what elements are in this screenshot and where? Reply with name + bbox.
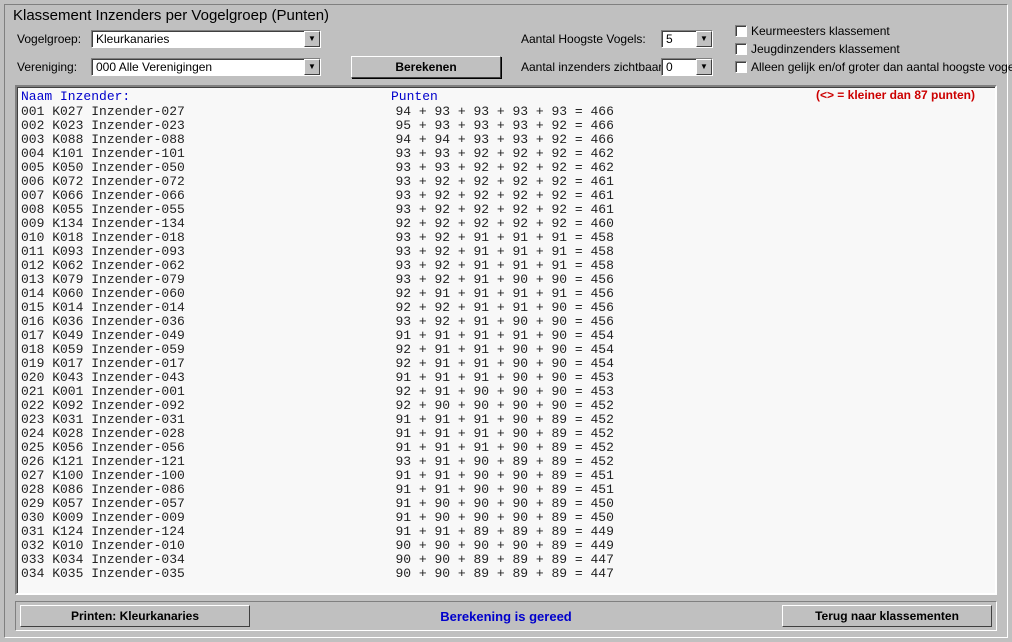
table-row[interactable]: 012 K062 Inzender-062 93 + 92 + 91 + 91 … — [17, 259, 995, 273]
main-panel: Klassement Inzenders per Vogelgroep (Pun… — [4, 4, 1008, 638]
header-naam: Naam Inzender: — [21, 89, 391, 104]
table-row[interactable]: 024 K028 Inzender-028 91 + 91 + 91 + 90 … — [17, 427, 995, 441]
table-row[interactable]: 016 K036 Inzender-036 93 + 92 + 91 + 90 … — [17, 315, 995, 329]
checkbox-icon — [735, 25, 747, 37]
aantal-zichtbaar-combo[interactable]: 0 ▼ — [661, 58, 713, 76]
table-row[interactable]: 033 K034 Inzender-034 90 + 90 + 89 + 89 … — [17, 553, 995, 567]
berekenen-label: Berekenen — [395, 60, 456, 74]
table-row[interactable]: 026 K121 Inzender-121 93 + 91 + 90 + 89 … — [17, 455, 995, 469]
chevron-down-icon[interactable]: ▼ — [304, 59, 320, 75]
aantal-zichtbaar-value: 0 — [662, 60, 696, 74]
table-row[interactable]: 010 K018 Inzender-018 93 + 92 + 91 + 91 … — [17, 231, 995, 245]
keurmeesters-label: Keurmeesters klassement — [751, 24, 890, 38]
aantal-hoogste-label: Aantal Hoogste Vogels: — [521, 32, 646, 46]
table-row[interactable]: 002 K023 Inzender-023 95 + 93 + 93 + 93 … — [17, 119, 995, 133]
alleen-gelijk-checkbox[interactable]: Alleen gelijk en/of groter dan aantal ho… — [735, 60, 1012, 74]
jeugd-checkbox[interactable]: Jeugdinzenders klassement — [735, 42, 900, 56]
table-row[interactable]: 013 K079 Inzender-079 93 + 92 + 91 + 90 … — [17, 273, 995, 287]
vogelgroep-value: Kleurkanaries — [92, 32, 304, 46]
chevron-down-icon[interactable]: ▼ — [696, 59, 712, 75]
terug-label: Terug naar klassementen — [815, 609, 959, 623]
vogelgroep-label: Vogelgroep: — [17, 32, 81, 46]
table-row[interactable]: 007 K066 Inzender-066 93 + 92 + 92 + 92 … — [17, 189, 995, 203]
table-row[interactable]: 031 K124 Inzender-124 91 + 91 + 89 + 89 … — [17, 525, 995, 539]
table-row[interactable]: 027 K100 Inzender-100 91 + 91 + 90 + 90 … — [17, 469, 995, 483]
table-row[interactable]: 032 K010 Inzender-010 90 + 90 + 90 + 90 … — [17, 539, 995, 553]
table-row[interactable]: 025 K056 Inzender-056 91 + 91 + 91 + 90 … — [17, 441, 995, 455]
status-bar: Printen: Kleurkanaries Berekening is ger… — [15, 601, 997, 631]
table-row[interactable]: 008 K055 Inzender-055 93 + 92 + 92 + 92 … — [17, 203, 995, 217]
vereniging-label: Vereniging: — [17, 60, 77, 74]
table-row[interactable]: 009 K134 Inzender-134 92 + 92 + 92 + 92 … — [17, 217, 995, 231]
table-row[interactable]: 015 K014 Inzender-014 92 + 92 + 91 + 91 … — [17, 301, 995, 315]
table-row[interactable]: 019 K017 Inzender-017 92 + 91 + 91 + 90 … — [17, 357, 995, 371]
terug-button[interactable]: Terug naar klassementen — [782, 605, 992, 627]
table-row[interactable]: 005 K050 Inzender-050 93 + 93 + 92 + 92 … — [17, 161, 995, 175]
table-row[interactable]: 014 K060 Inzender-060 92 + 91 + 91 + 91 … — [17, 287, 995, 301]
table-row[interactable]: 022 K092 Inzender-092 92 + 90 + 90 + 90 … — [17, 399, 995, 413]
list-header: Naam Inzender: Punten (<> = kleiner dan … — [17, 87, 995, 104]
list-body[interactable]: 001 K027 Inzender-027 94 + 93 + 93 + 93 … — [17, 105, 995, 593]
chevron-down-icon[interactable]: ▼ — [304, 31, 320, 47]
table-row[interactable]: 001 K027 Inzender-027 94 + 93 + 93 + 93 … — [17, 105, 995, 119]
berekenen-button[interactable]: Berekenen — [351, 56, 501, 78]
table-row[interactable]: 020 K043 Inzender-043 91 + 91 + 91 + 90 … — [17, 371, 995, 385]
header-note: (<> = kleiner dan 87 punten) — [816, 88, 975, 102]
chevron-down-icon[interactable]: ▼ — [696, 31, 712, 47]
vereniging-combo[interactable]: 000 Alle Verenigingen ▼ — [91, 58, 321, 76]
table-row[interactable]: 034 K035 Inzender-035 90 + 90 + 89 + 89 … — [17, 567, 995, 581]
table-row[interactable]: 030 K009 Inzender-009 91 + 90 + 90 + 90 … — [17, 511, 995, 525]
aantal-hoogste-value: 5 — [662, 32, 696, 46]
table-row[interactable]: 006 K072 Inzender-072 93 + 92 + 92 + 92 … — [17, 175, 995, 189]
table-row[interactable]: 028 K086 Inzender-086 91 + 91 + 90 + 90 … — [17, 483, 995, 497]
aantal-hoogste-combo[interactable]: 5 ▼ — [661, 30, 713, 48]
checkbox-icon — [735, 61, 747, 73]
jeugd-label: Jeugdinzenders klassement — [751, 42, 900, 56]
aantal-zichtbaar-label: Aantal inzenders zichtbaar: — [521, 60, 666, 74]
table-row[interactable]: 003 K088 Inzender-088 94 + 94 + 93 + 93 … — [17, 133, 995, 147]
results-list: Naam Inzender: Punten (<> = kleiner dan … — [15, 85, 997, 595]
alleen-gelijk-label: Alleen gelijk en/of groter dan aantal ho… — [751, 60, 1012, 74]
table-row[interactable]: 011 K093 Inzender-093 93 + 92 + 91 + 91 … — [17, 245, 995, 259]
table-row[interactable]: 021 K001 Inzender-001 92 + 91 + 90 + 90 … — [17, 385, 995, 399]
keurmeesters-checkbox[interactable]: Keurmeesters klassement — [735, 24, 890, 38]
table-row[interactable]: 017 K049 Inzender-049 91 + 91 + 91 + 91 … — [17, 329, 995, 343]
table-row[interactable]: 004 K101 Inzender-101 93 + 93 + 92 + 92 … — [17, 147, 995, 161]
checkbox-icon — [735, 43, 747, 55]
vereniging-value: 000 Alle Verenigingen — [92, 60, 304, 74]
table-row[interactable]: 029 K057 Inzender-057 91 + 90 + 90 + 90 … — [17, 497, 995, 511]
vogelgroep-combo[interactable]: Kleurkanaries ▼ — [91, 30, 321, 48]
table-row[interactable]: 018 K059 Inzender-059 92 + 91 + 91 + 90 … — [17, 343, 995, 357]
controls-area: Vogelgroep: Kleurkanaries ▼ Vereniging: … — [11, 28, 1001, 84]
table-row[interactable]: 023 K031 Inzender-031 91 + 91 + 91 + 90 … — [17, 413, 995, 427]
